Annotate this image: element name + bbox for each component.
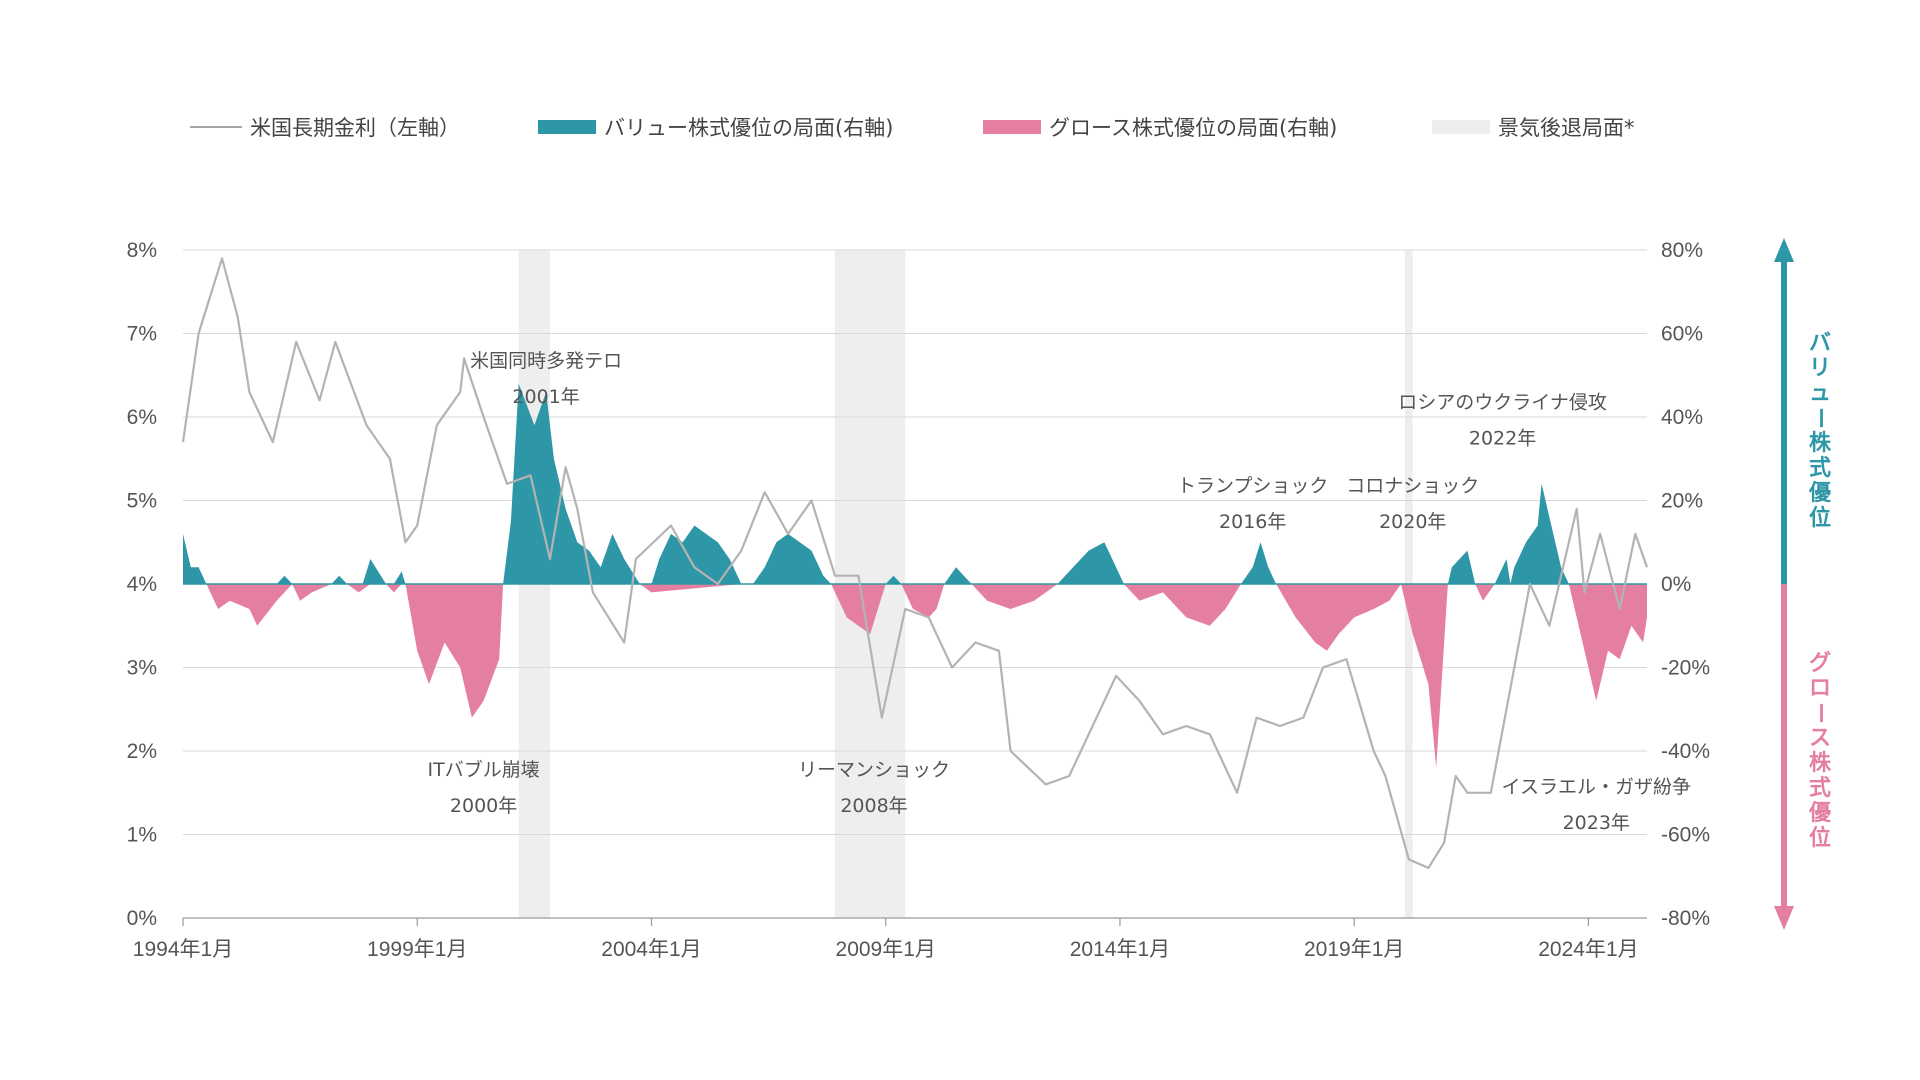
y-left-tick-label: 3% bbox=[127, 657, 157, 680]
growth-arrow-head bbox=[1774, 906, 1794, 930]
y-left-tick-label: 2% bbox=[127, 740, 157, 763]
annotation-text-4-1: トランプショック bbox=[1177, 475, 1328, 497]
annotation-text-7-1: イスラエル・ガザ紛争 bbox=[1502, 776, 1691, 798]
annotation-text-2-2: 2000年 bbox=[450, 795, 517, 817]
side-label-growth-char: 位 bbox=[1809, 825, 1831, 851]
x-tick-label: 2009年1月 bbox=[836, 938, 936, 961]
legend-swatch-value bbox=[538, 120, 596, 134]
side-label-growth-char: ロ bbox=[1809, 676, 1831, 701]
side-label-value-char: ー bbox=[1807, 407, 1832, 429]
annotation-text-1-1: 米国同時多発テロ bbox=[470, 350, 622, 372]
value-area bbox=[183, 383, 1569, 584]
x-tick-label: 2014年1月 bbox=[1070, 938, 1170, 961]
y-left-tick-label: 7% bbox=[127, 323, 157, 346]
side-label-growth: グロース株式優位 bbox=[1807, 650, 1832, 851]
annotation-text-7-2: 2023年 bbox=[1563, 812, 1630, 834]
legend-label-value: バリュー株式優位の局面(右軸) bbox=[604, 116, 894, 140]
y-right-tick-label: -60% bbox=[1661, 824, 1710, 847]
y-right-tick-label: -20% bbox=[1661, 657, 1710, 680]
legend-item-rate: 米国長期金利（左軸） bbox=[190, 112, 460, 142]
side-label-value-char: 優 bbox=[1808, 481, 1832, 506]
y-right-tick-label: -40% bbox=[1661, 740, 1710, 763]
side-label-growth-char: 株 bbox=[1809, 751, 1832, 776]
legend-label-recession: 景気後退局面* bbox=[1498, 116, 1635, 140]
x-tick-label: 2019年1月 bbox=[1304, 938, 1404, 961]
legend-label-growth: グロース株式優位の局面(右軸) bbox=[1049, 116, 1338, 140]
y-right-tick-label: 60% bbox=[1661, 323, 1703, 346]
y-right-tick-label: 40% bbox=[1661, 406, 1703, 429]
side-label-growth-char: 式 bbox=[1809, 776, 1831, 801]
legend-item-growth: グロース株式優位の局面(右軸) bbox=[983, 112, 1337, 142]
annotation-text-3-1: リーマンショック bbox=[798, 759, 950, 781]
legend: 米国長期金利（左軸） バリュー株式優位の局面(右軸) グロース株式優位の局面(右… bbox=[0, 112, 1920, 152]
growth-arrow-shaft bbox=[1781, 584, 1787, 913]
side-label-value-char: ュ bbox=[1809, 381, 1831, 406]
legend-item-recession: 景気後退局面* bbox=[1432, 112, 1635, 142]
y-left-tick-label: 4% bbox=[127, 573, 157, 596]
annotation-text-6-2: 2022年 bbox=[1469, 428, 1536, 450]
y-left-tick-label: 0% bbox=[127, 907, 157, 930]
legend-label-rate: 米国長期金利（左軸） bbox=[250, 116, 460, 140]
side-label-value-char: リ bbox=[1809, 356, 1831, 381]
annotation-text-1-2: 2001年 bbox=[512, 386, 579, 408]
side-label-growth-char: グ bbox=[1809, 650, 1831, 676]
annotation-text-5-1: コロナショック bbox=[1346, 475, 1479, 497]
x-tick-label: 2004年1月 bbox=[601, 938, 701, 961]
y-right-tick-label: -80% bbox=[1661, 907, 1710, 930]
side-label-growth-char: 優 bbox=[1808, 801, 1832, 826]
y-right-tick-label: 0% bbox=[1661, 573, 1691, 596]
value-arrow-head bbox=[1774, 238, 1794, 262]
annotation-text-6-1: ロシアのウクライナ侵攻 bbox=[1398, 392, 1607, 414]
y-left-tick-label: 8% bbox=[127, 239, 157, 262]
side-label-value: バリュー株式優位 bbox=[1807, 331, 1832, 531]
y-left-tick-label: 1% bbox=[127, 824, 157, 847]
legend-swatch-rate bbox=[190, 126, 242, 128]
side-label-value-char: 位 bbox=[1809, 505, 1831, 531]
side-label-value-char: 株 bbox=[1809, 431, 1832, 456]
y-right-tick-label: 80% bbox=[1661, 239, 1703, 262]
legend-swatch-growth bbox=[983, 120, 1041, 134]
growth-area bbox=[206, 584, 1647, 768]
legend-swatch-recession bbox=[1432, 120, 1490, 134]
rate-line bbox=[181, 257, 1649, 869]
annotation-text-3-2: 2008年 bbox=[840, 795, 907, 817]
y-left-tick-label: 6% bbox=[127, 406, 157, 429]
side-label-growth-char: ー bbox=[1807, 702, 1832, 724]
side-label-growth-char: ス bbox=[1809, 726, 1831, 751]
x-tick-label: 1999年1月 bbox=[367, 938, 467, 961]
annotation-text-2-1: ITバブル崩壊 bbox=[427, 758, 539, 781]
annotation-text-4-2: 2016年 bbox=[1219, 511, 1286, 533]
x-tick-label: 2024年1月 bbox=[1538, 938, 1638, 961]
y-right-tick-label: 20% bbox=[1661, 490, 1703, 513]
annotation-text-5-2: 2020年 bbox=[1379, 511, 1446, 533]
value-arrow-shaft bbox=[1781, 255, 1787, 584]
x-tick-label: 1994年1月 bbox=[133, 938, 233, 961]
side-label-value-char: 式 bbox=[1809, 456, 1831, 481]
legend-item-value: バリュー株式優位の局面(右軸) bbox=[538, 112, 893, 142]
y-left-tick-label: 5% bbox=[127, 490, 157, 513]
side-label-value-char: バ bbox=[1809, 331, 1831, 356]
